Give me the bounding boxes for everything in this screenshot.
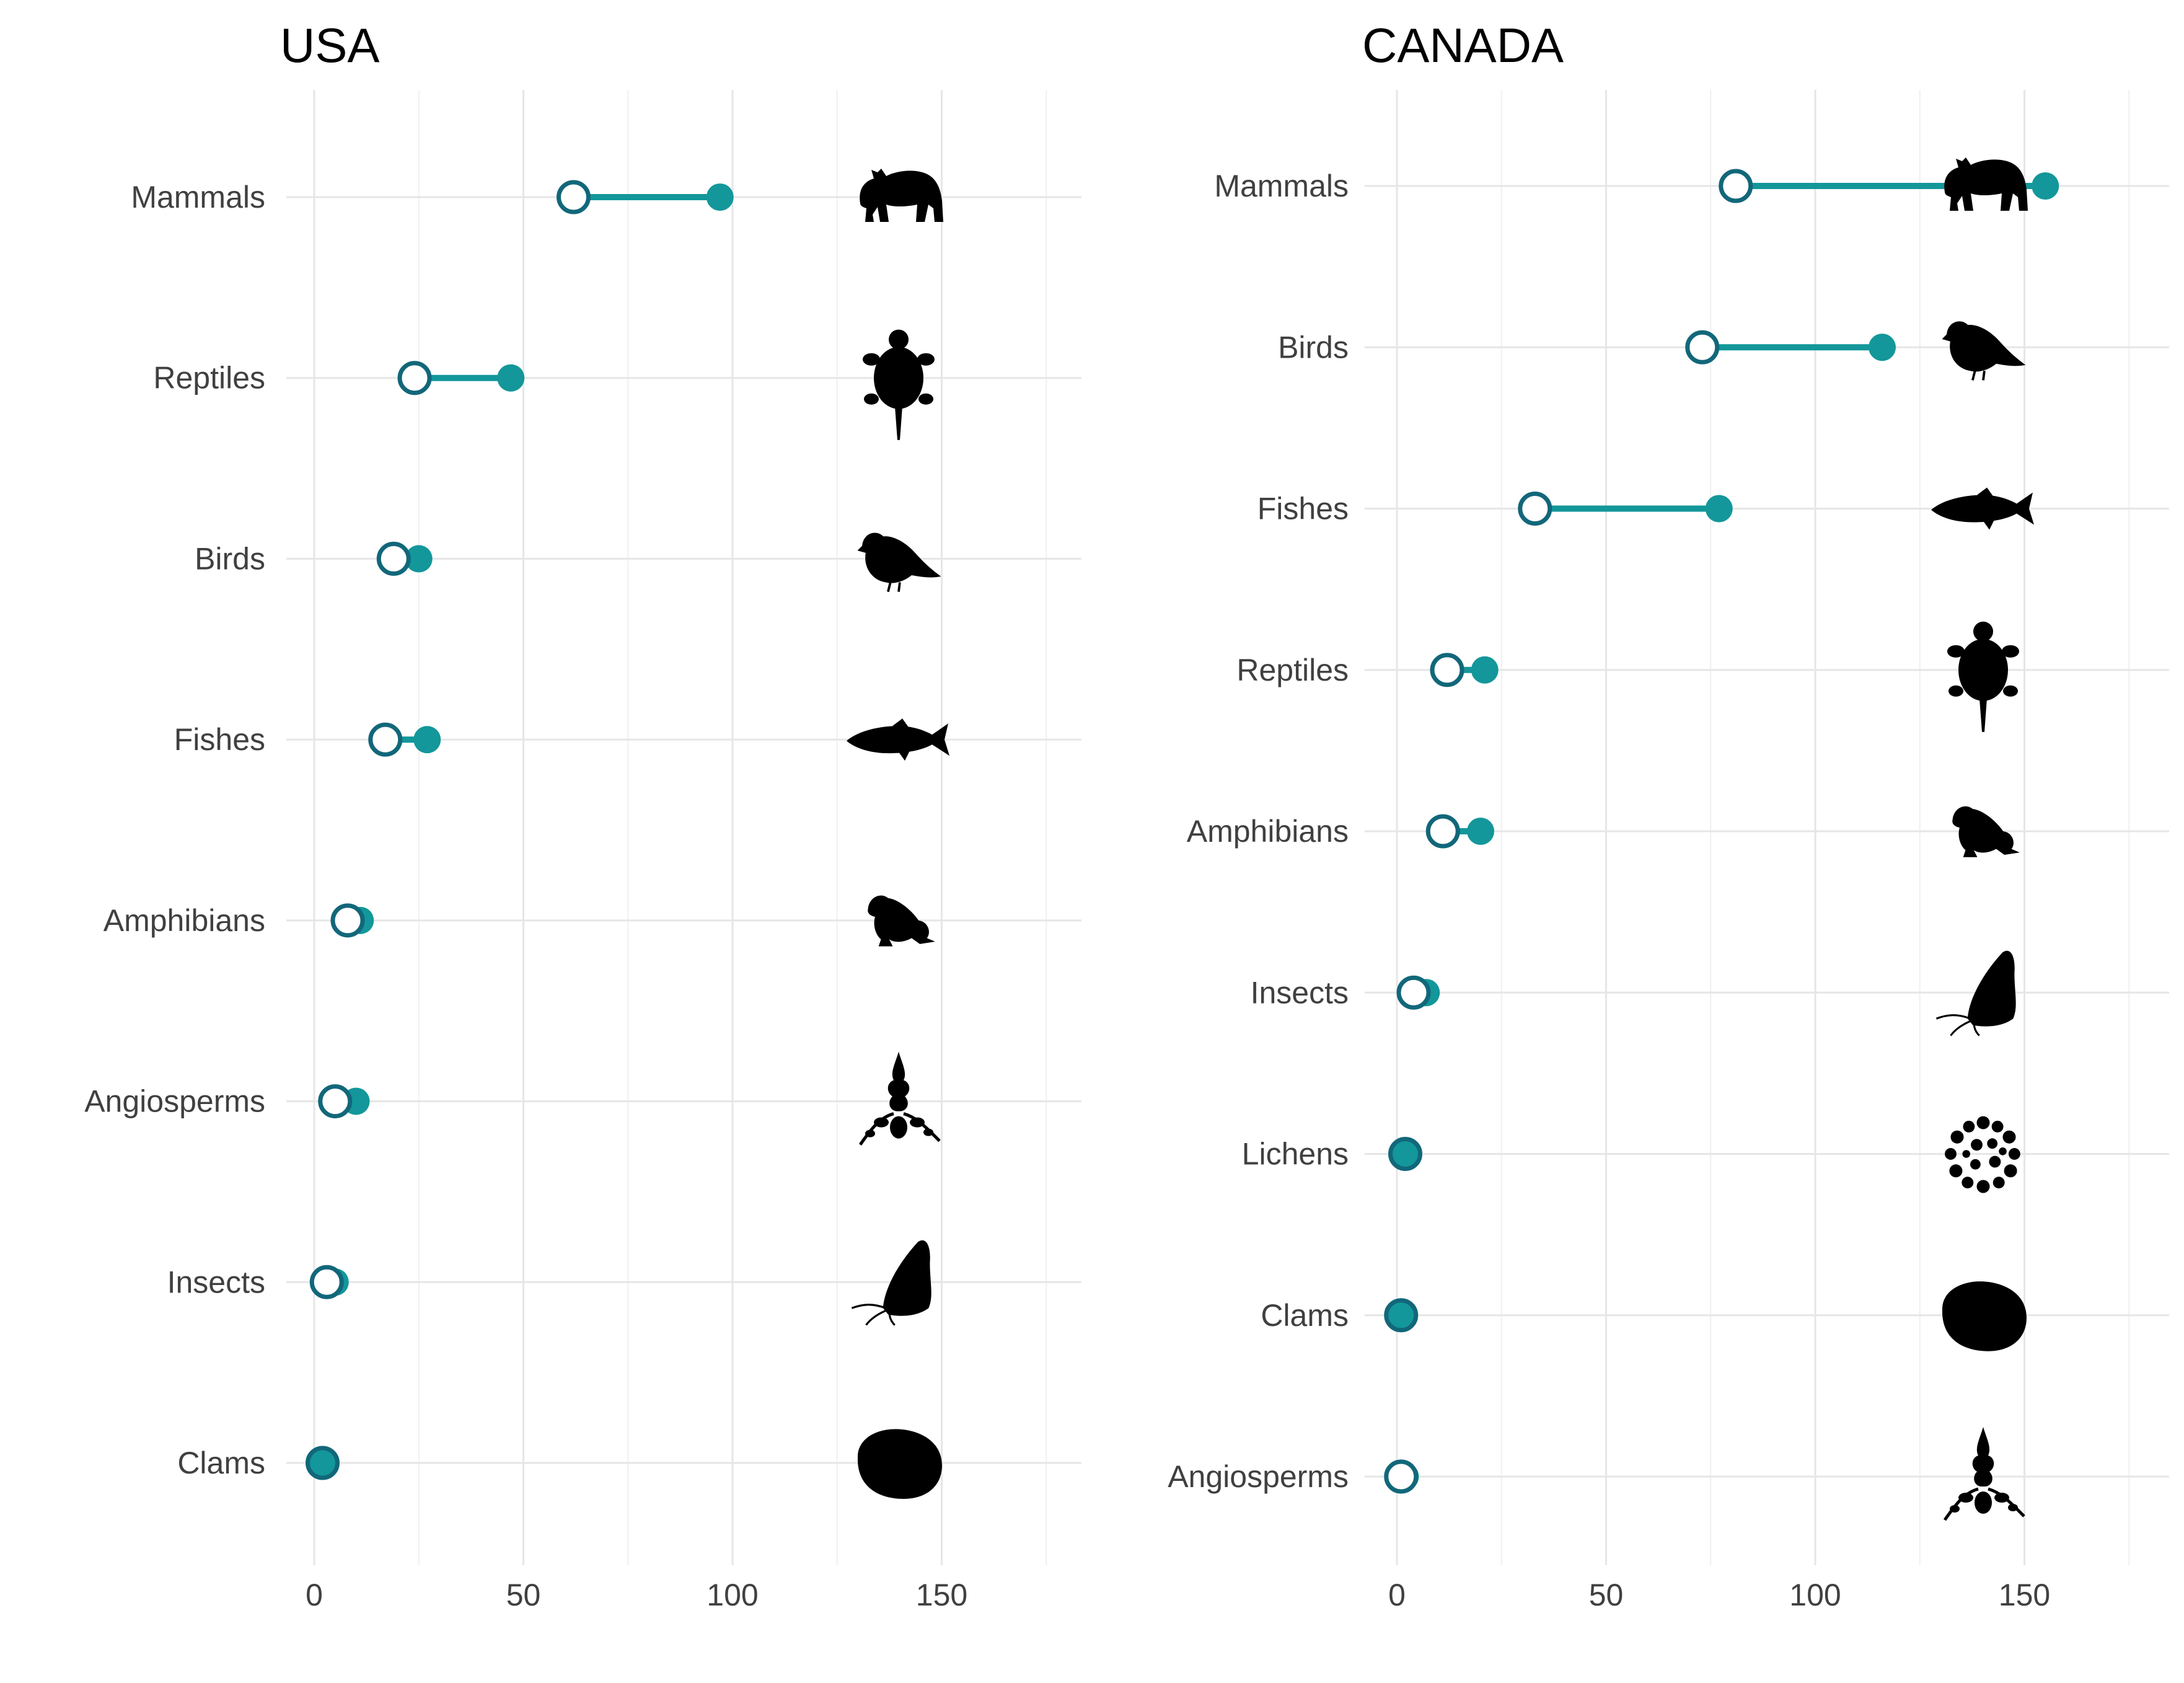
start-point — [309, 1265, 344, 1299]
category-label: Mammals — [1214, 169, 1349, 203]
end-point — [2032, 172, 2059, 200]
x-tick-label: 100 — [707, 1578, 758, 1612]
category-label: Lichens — [1242, 1137, 1349, 1172]
row-insects: Insects — [167, 1239, 1081, 1327]
row-clams: Clams — [177, 1429, 1081, 1499]
bear-icon — [860, 169, 943, 222]
row-amphibians: Amphibians — [1187, 806, 2169, 857]
row-reptiles: Reptiles — [153, 329, 1081, 440]
end-point — [1869, 334, 1896, 361]
category-label: Angiosperms — [1168, 1459, 1349, 1494]
bird-icon — [1940, 320, 2027, 382]
row-angiosperms: Angiosperms — [84, 1052, 1081, 1145]
start-point — [397, 361, 432, 395]
category-label: Mammals — [131, 180, 265, 214]
x-tick-label: 100 — [1789, 1578, 1841, 1612]
fish-icon — [1931, 487, 2034, 530]
category-label: Clams — [177, 1446, 265, 1480]
row-mammals: Mammals — [131, 169, 1081, 222]
category-label: Birds — [1278, 330, 1349, 364]
x-tick-label: 150 — [916, 1578, 967, 1612]
end-point — [706, 183, 734, 211]
start-point — [1425, 814, 1460, 849]
start-point — [318, 1084, 353, 1119]
start-point — [1719, 169, 1753, 203]
category-label: Fishes — [1257, 492, 1349, 526]
end-point — [405, 545, 433, 573]
row-clams: Clams — [1261, 1281, 2169, 1351]
category-label: Angiosperms — [84, 1084, 265, 1119]
row-birds: Birds — [1278, 320, 2169, 382]
row-angiosperms: Angiosperms — [1168, 1427, 2169, 1520]
bear-icon — [1944, 157, 2028, 211]
turtle-icon — [863, 329, 935, 440]
clam-icon — [857, 1429, 942, 1499]
start-point — [1685, 330, 1720, 364]
fish-icon — [847, 718, 949, 761]
end-point — [1471, 656, 1499, 684]
flower-icon — [1945, 1427, 2024, 1520]
row-lichens: Lichens — [1242, 1116, 2169, 1193]
start-point — [557, 180, 591, 214]
row-fishes: Fishes — [174, 718, 1081, 761]
category-label: Reptiles — [153, 361, 265, 395]
row-reptiles: Reptiles — [1236, 621, 2169, 732]
start-point — [376, 541, 411, 576]
category-label: Birds — [195, 541, 265, 576]
start-point — [330, 903, 365, 938]
start-point — [1430, 653, 1464, 687]
row-mammals: Mammals — [1214, 157, 2169, 211]
x-tick-label: 150 — [1999, 1578, 2050, 1612]
panel-title: CANADA — [1362, 18, 1564, 73]
end-point — [497, 364, 525, 392]
start-point — [306, 1446, 340, 1480]
row-fishes: Fishes — [1257, 487, 2169, 530]
x-tick-label: 0 — [1388, 1578, 1406, 1612]
start-point — [368, 722, 403, 757]
bird-icon — [856, 531, 943, 593]
turtle-icon — [1947, 621, 2019, 732]
category-label: Amphibians — [103, 903, 265, 938]
category-label: Fishes — [174, 722, 265, 757]
start-point — [1384, 1298, 1419, 1333]
panel-canada: CANADA Mammals Birds Fishes Reptiles Amphibia… — [1168, 18, 2169, 1612]
flower-icon — [860, 1052, 940, 1145]
panel-title: USA — [280, 18, 379, 73]
row-amphibians: Amphibians — [103, 895, 1081, 947]
start-point — [1388, 1137, 1422, 1171]
category-label: Insects — [1251, 975, 1349, 1010]
category-label: Amphibians — [1187, 814, 1349, 849]
category-label: Insects — [167, 1265, 265, 1299]
end-point — [1705, 495, 1733, 523]
x-tick-label: 50 — [506, 1578, 541, 1612]
clam-icon — [1942, 1281, 2027, 1351]
category-label: Clams — [1261, 1298, 1349, 1333]
x-tick-label: 50 — [1589, 1578, 1624, 1612]
start-point — [1396, 975, 1431, 1010]
panel-usa: USA Mammals Reptiles Birds Fishes Amphibians A… — [84, 18, 1081, 1612]
row-birds: Birds — [195, 531, 1081, 593]
category-label: Reptiles — [1236, 653, 1349, 687]
start-point — [1384, 1459, 1419, 1494]
end-point — [413, 726, 441, 754]
row-insects: Insects — [1251, 950, 2169, 1037]
start-point — [1518, 492, 1552, 526]
x-tick-label: 0 — [306, 1578, 323, 1612]
end-point — [1467, 818, 1494, 845]
